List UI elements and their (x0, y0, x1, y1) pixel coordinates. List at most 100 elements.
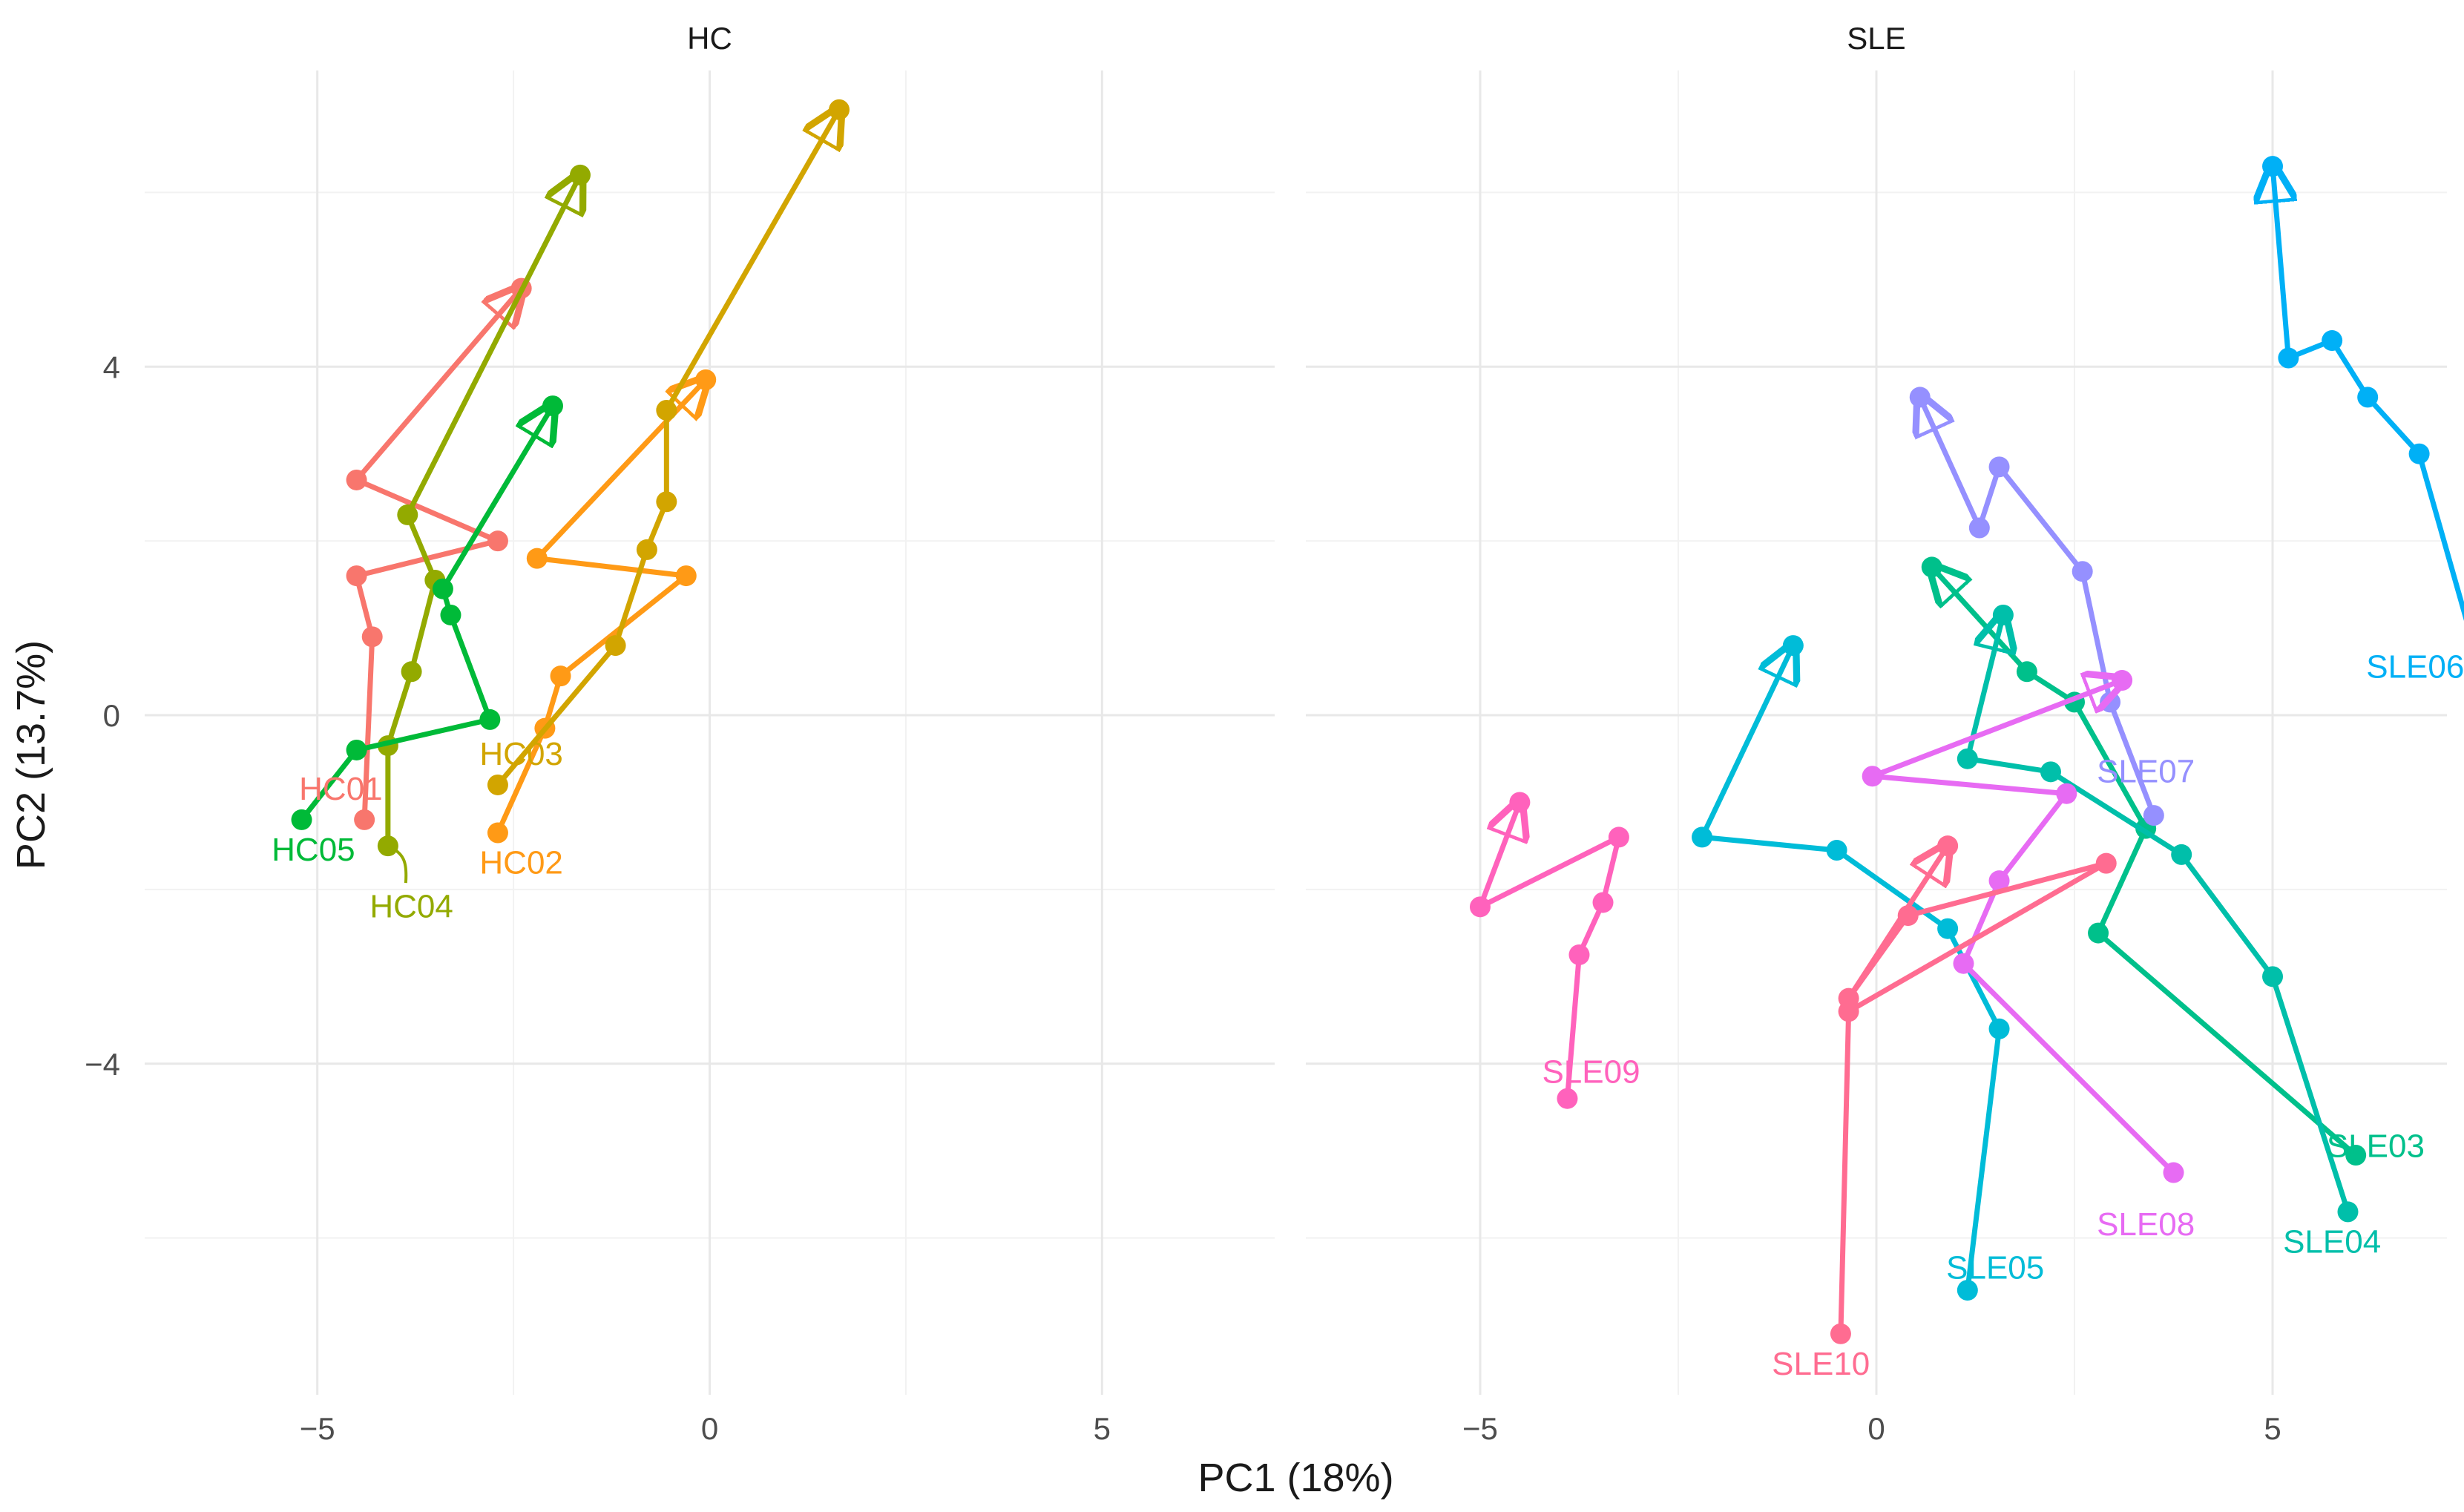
data-point-hc05 (432, 578, 453, 599)
series-hc03 (487, 99, 850, 795)
series-sle08 (1862, 670, 2184, 1183)
data-point-hc02 (487, 822, 508, 844)
series-sle10 (1830, 835, 2117, 1344)
grid-layer (145, 70, 2447, 1395)
data-point-hc02 (550, 665, 571, 687)
data-point-sle10 (2095, 852, 2117, 874)
data-point-hc03 (605, 635, 626, 657)
series-label-sle08: SLE08 (2097, 1206, 2195, 1243)
data-point-hc02 (695, 369, 717, 390)
data-point-sle07 (2143, 805, 2164, 826)
label-leader-hc04 (387, 844, 408, 884)
series-sle09 (1469, 792, 1629, 1109)
data-point-hc02 (526, 548, 548, 569)
y-tick-label: 0 (103, 698, 120, 733)
data-point-hc04 (397, 504, 418, 525)
data-point-sle03 (1921, 556, 1942, 578)
x-axis-title: PC1 (18%) (1197, 1456, 1393, 1500)
data-point-hc01 (346, 565, 367, 587)
data-point-sle04 (1992, 604, 2014, 625)
series-line-sle10 (1838, 846, 2109, 1337)
series-line-sle09 (1477, 802, 1622, 1102)
data-point-sle06 (2262, 156, 2284, 177)
data-layer (291, 99, 2464, 1344)
x-tick-label: −5 (1462, 1411, 1498, 1446)
series-label-sle06: SLE06 (2366, 648, 2464, 685)
data-point-sle08 (2056, 783, 2077, 804)
data-point-sle08 (2112, 670, 2133, 691)
series-line-sle04 (1965, 615, 2350, 1214)
data-point-sle06 (2408, 443, 2430, 464)
data-point-sle07 (2072, 561, 2093, 582)
series-label-hc02: HC02 (479, 845, 563, 881)
data-point-hc02 (675, 565, 697, 587)
data-point-hc03 (636, 539, 657, 560)
data-point-sle03 (2016, 661, 2037, 683)
data-point-sle05 (1988, 1018, 2010, 1039)
data-point-sle10 (1838, 987, 1859, 1009)
label-layer: HC01 HC02 HC03 HC04 HC05 SLE03 SLE04 SLE05 SLE06… (272, 648, 2464, 1381)
data-point-sle08 (1953, 953, 1974, 974)
series-label-hc05: HC05 (272, 832, 355, 868)
panel-title-sle: SLE (1847, 21, 1905, 56)
series-label-sle04: SLE04 (2283, 1223, 2381, 1260)
series-line-sle05 (1699, 645, 2003, 1293)
panel-title-hc: HC (687, 21, 732, 56)
series-label-sle05: SLE05 (1946, 1250, 2044, 1286)
data-point-sle09 (1469, 896, 1491, 918)
data-point-sle04 (2262, 966, 2284, 987)
data-point-hc05 (346, 739, 367, 760)
x-tick-label: 5 (2264, 1411, 2281, 1446)
series-line-sle06 (2273, 166, 2464, 621)
series-line-sle07 (1920, 397, 2157, 818)
data-point-sle05 (1957, 1280, 1978, 1301)
x-tick-label: 0 (1867, 1411, 1885, 1446)
data-point-sle04 (1957, 748, 1978, 769)
data-point-sle05 (1782, 635, 1804, 657)
y-tick-label: −4 (85, 1047, 120, 1082)
data-point-sle08 (1862, 766, 1883, 787)
data-point-sle08 (2163, 1162, 2184, 1183)
y-axis-title: PC2 (13.7%) (9, 640, 53, 870)
data-point-sle09 (1592, 892, 1614, 913)
series-label-sle10: SLE10 (1772, 1346, 1870, 1382)
data-point-sle09 (1557, 1088, 1578, 1109)
data-point-hc03 (487, 774, 508, 795)
data-point-sle07 (2100, 691, 2121, 713)
series-hc05 (291, 395, 563, 830)
series-line-sle08 (1870, 680, 2177, 1176)
axes-layer: HC −5 0 5 SLE −5 0 5 −4 0 4 PC1 (18%) PC2 (13.7%) (9, 21, 2281, 1500)
series-label-hc01: HC01 (299, 771, 383, 807)
data-point-sle03 (2088, 922, 2109, 944)
data-point-sle10 (1897, 905, 1919, 927)
data-point-sle09 (1608, 826, 1629, 848)
series-sle06 (2262, 156, 2464, 621)
series-line-hc04 (385, 175, 580, 849)
data-point-sle06 (2357, 387, 2379, 408)
data-point-sle07 (1968, 517, 1990, 539)
series-label-sle07: SLE07 (2097, 753, 2195, 789)
data-point-sle10 (1830, 1323, 1851, 1344)
data-point-sle09 (1509, 792, 1531, 813)
data-point-hc03 (656, 399, 677, 421)
series-label-sle03: SLE03 (2327, 1128, 2425, 1164)
data-point-sle10 (1937, 835, 1959, 857)
series-label-hc03: HC03 (479, 736, 563, 772)
data-point-hc01 (346, 469, 367, 490)
x-tick-label: −5 (300, 1411, 335, 1446)
data-point-sle05 (1937, 918, 1959, 939)
data-point-sle05 (1692, 826, 1713, 848)
data-point-sle05 (1826, 840, 1847, 861)
series-label-hc04: HC04 (369, 888, 453, 924)
series-label-sle09: SLE09 (1542, 1054, 1640, 1090)
data-point-sle06 (2322, 330, 2343, 352)
data-point-hc05 (542, 395, 563, 417)
data-point-sle07 (1988, 456, 2010, 478)
series-sle03 (1921, 556, 2367, 1166)
data-point-hc03 (656, 491, 677, 513)
data-point-sle04 (2040, 761, 2061, 783)
data-point-sle06 (2278, 347, 2299, 369)
data-point-sle08 (1988, 870, 2010, 892)
x-tick-label: 0 (701, 1411, 718, 1446)
data-point-hc04 (401, 661, 422, 683)
